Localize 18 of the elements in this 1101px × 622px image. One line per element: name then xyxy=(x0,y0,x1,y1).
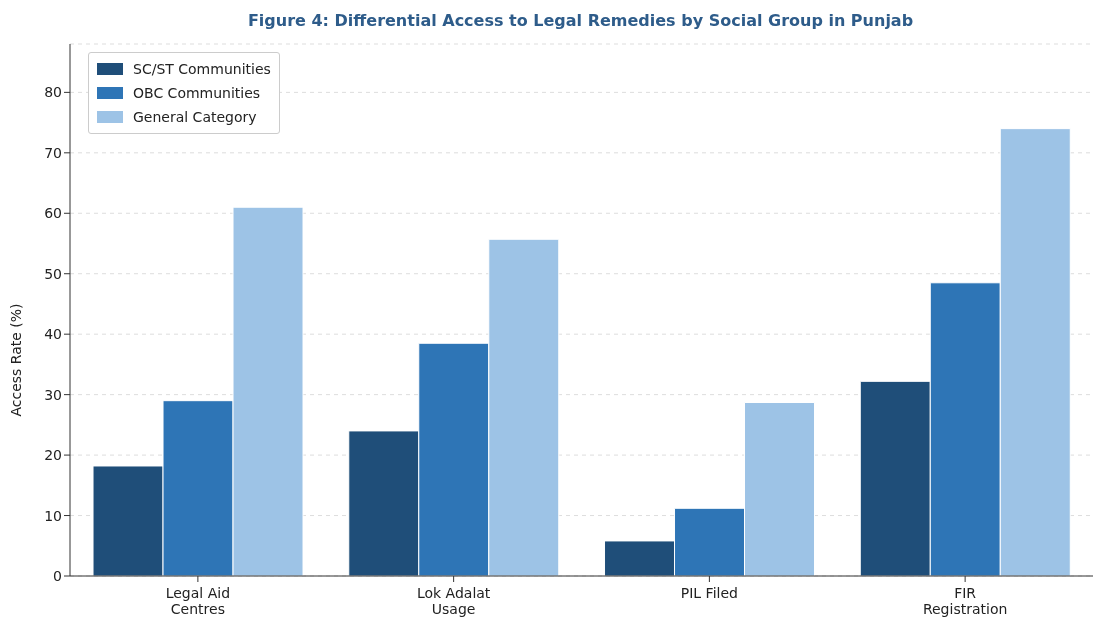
x-tick-label: Legal Aid Centres xyxy=(165,585,231,617)
y-axis-title: Access Rate (%) xyxy=(7,303,24,417)
y-tick-label: 70 xyxy=(44,144,62,161)
y-tick-label: 30 xyxy=(44,386,62,403)
y-tick-label: 40 xyxy=(44,326,62,343)
legend-label: OBC Communities xyxy=(133,85,261,101)
legend-label: General Category xyxy=(133,109,257,125)
x-tick-label: PIL Filed xyxy=(680,585,738,601)
y-tick-label: 80 xyxy=(44,84,62,101)
y-tick-label: 50 xyxy=(44,265,62,282)
y-tick-label: 60 xyxy=(44,205,62,222)
x-tick-label: FIR Registration xyxy=(922,585,1008,617)
y-tick-label: 0 xyxy=(53,567,62,584)
chart-title: Figure 4: Differential Access to Legal Remedies by Social Group in Punjab xyxy=(246,10,915,32)
legend-label: SC/ST Communities xyxy=(133,61,271,77)
y-tick-label: 20 xyxy=(44,447,62,464)
y-tick-label: 10 xyxy=(44,507,62,524)
x-tick-label: Lok Adalat Usage xyxy=(416,585,491,617)
